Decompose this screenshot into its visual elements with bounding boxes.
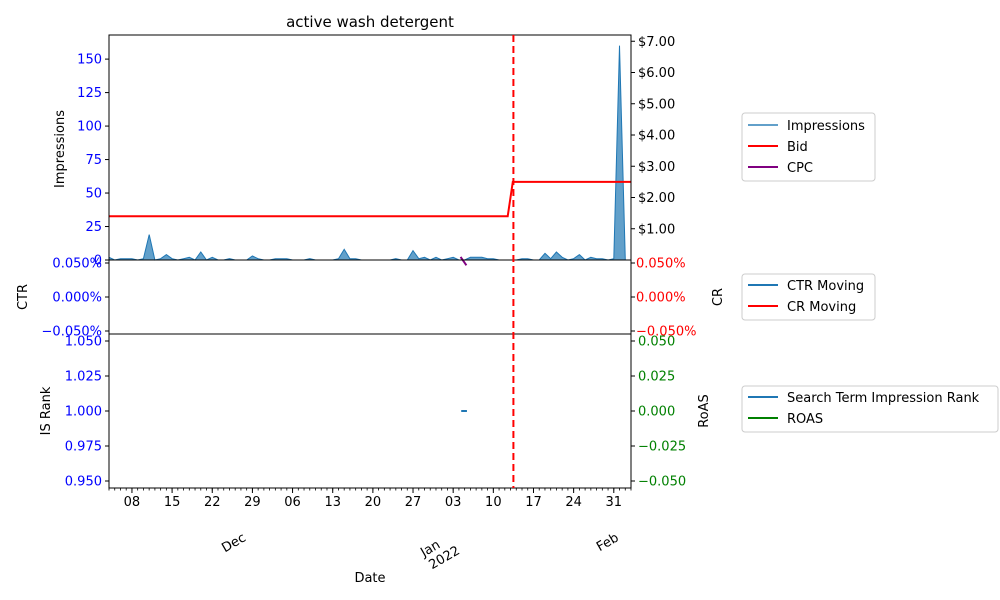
x-tick-label: 22 [204,495,221,510]
impressions-ytick-label: 125 [77,86,102,101]
is-rank-plot-frame [108,333,632,489]
bid-ytick-label: $3.00 [638,160,675,175]
impressions-ytick-label: 0 [94,254,102,269]
ctr-ytick-label: −0.050% [42,325,102,340]
bid-ytick-label: $6.00 [638,66,675,81]
x-tick-label: 03 [445,495,462,510]
month-label: Dec [219,530,248,556]
is-rank-ylabel: IS Rank [39,386,54,435]
impressions-panel: Impressions 0 25 50 75 100 125 150 $1.00 $2.00 $… [53,34,675,269]
x-tick-label: 06 [284,495,301,510]
bid-ytick-label: $5.00 [638,97,675,112]
is-rank-ytick-label: 0.975 [65,440,102,455]
ctr-plot-frame [108,259,632,335]
x-axis-label: Date [354,571,385,586]
legend-is-rank: Search Term Impression Rank ROAS [741,385,999,433]
month-label: Feb [594,530,621,555]
roas-ytick-label: 0.025 [638,370,675,385]
chart-title: active wash detergent [286,13,454,31]
cr-ylabel: CR [711,288,726,306]
legend-label-cr-moving: CR Moving [787,300,856,315]
impressions-ytick-label: 75 [85,153,102,168]
impressions-ytick-label: 25 [85,220,102,235]
roas-ytick-label: 0.000 [638,405,675,420]
roas-ytick-label: −0.025 [638,440,686,455]
roas-ytick-label: 0.050 [638,335,675,350]
legend-label-cpc: CPC [787,161,813,176]
cr-ytick-label: 0.000% [636,291,686,306]
x-tick-label: 10 [485,495,502,510]
ctr-ytick-label: 0.050% [52,257,102,272]
is-rank-ytick-label: 0.950 [65,475,102,490]
x-tick-label: 31 [606,495,623,510]
impressions-plot-frame [108,34,632,261]
bid-ytick-label: $7.00 [638,35,675,50]
x-tick-label: 17 [525,495,542,510]
roas-ytick-label: −0.050 [638,475,686,490]
impressions-ylabel: Impressions [53,110,68,188]
impressions-area [108,45,631,261]
legend-ctr: CTR Moving CR Moving [741,273,876,321]
ctr-panel: CTR CR 0.050% 0.000% −0.050% 0.050% 0.000% −… [16,257,726,340]
ctr-ytick-label: 0.000% [52,291,102,306]
x-tick-label: 24 [565,495,582,510]
legend-label-roas: ROAS [787,412,823,427]
month-label-line: Feb [594,530,621,555]
bid-ytick-label: $1.00 [638,222,675,237]
bid-ytick-label: $2.00 [638,191,675,206]
x-tick-label: 08 [124,495,141,510]
legend-label-search-term-impression-rank: Search Term Impression Rank [787,391,980,406]
cr-ytick-label: −0.050% [636,325,696,340]
bid-line [109,180,631,218]
impressions-ytick-label: 150 [77,53,102,68]
roas-ylabel: RoAS [697,394,712,428]
is-rank-panel: IS Rank RoAS 1.050 1.025 1.000 0.975 0.950 0… [39,333,712,586]
impressions-ytick-label: 100 [77,120,102,135]
legend-label-ctr-moving: CTR Moving [787,279,864,294]
x-tick-label: 15 [164,495,181,510]
impressions-ytick-label: 50 [85,187,102,202]
ctr-ylabel: CTR [16,284,31,310]
cr-ytick-label: 0.050% [636,257,686,272]
x-tick-label: 20 [365,495,382,510]
is-rank-ytick-label: 1.050 [65,335,102,350]
is-rank-ytick-label: 1.000 [65,405,102,420]
month-label-line: Dec [219,530,248,556]
is-rank-ytick-label: 1.025 [65,370,102,385]
legend-impressions: Impressions Bid CPC [741,112,876,182]
x-tick-label: 29 [244,495,261,510]
legend-label-impressions: Impressions [787,119,865,134]
legend-label-bid: Bid [787,140,808,155]
bid-ytick-label: $4.00 [638,129,675,144]
cpc-line [459,256,468,266]
x-tick-label: 27 [405,495,422,510]
x-tick-label: 13 [324,495,341,510]
month-label: Jan2022 [417,530,462,574]
